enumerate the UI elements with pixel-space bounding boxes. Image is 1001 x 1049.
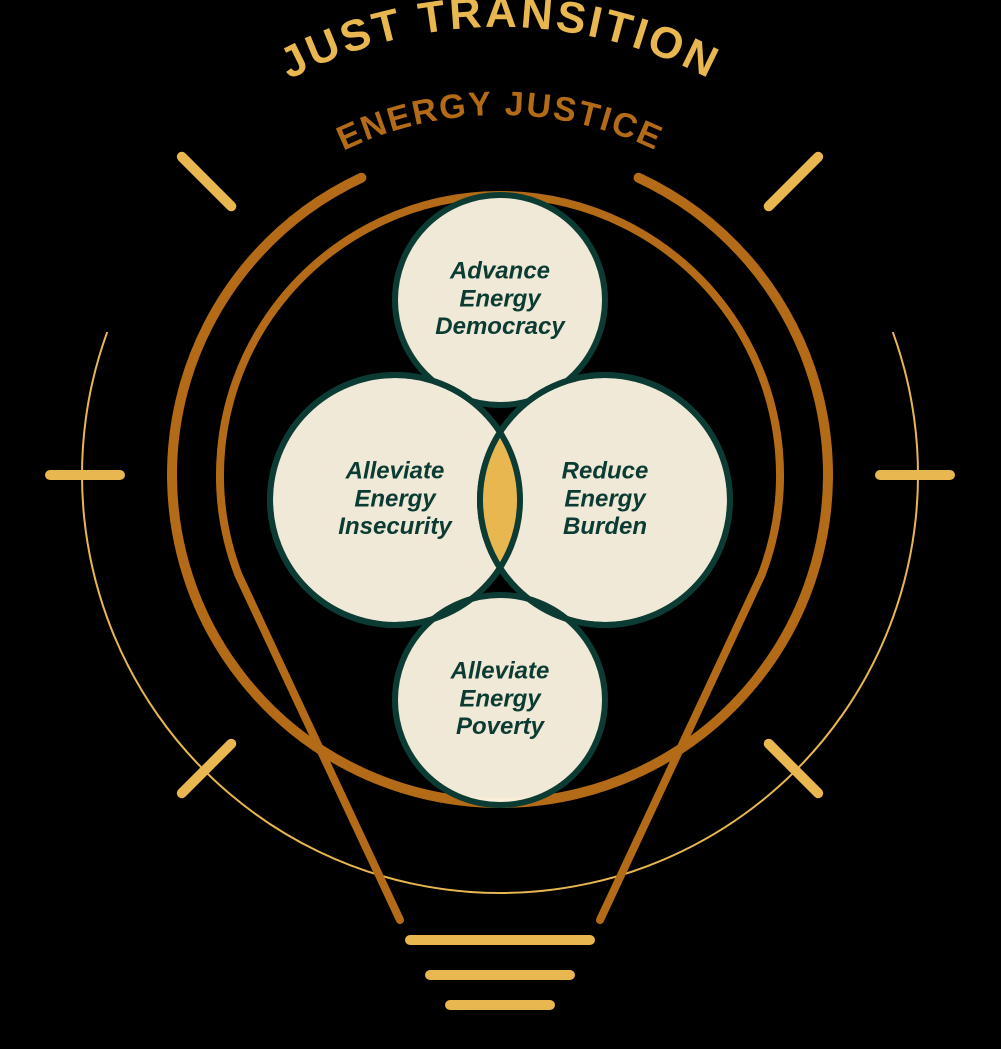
node-top-label-line-1: Advance	[449, 258, 550, 285]
node-top-label-line-2: Energy	[459, 285, 542, 312]
node-bottom-label-line-2: Energy	[459, 685, 542, 712]
node-right-label-line-2: Energy	[564, 485, 647, 512]
node-bottom-label-line-1: Alleviate	[450, 658, 550, 685]
node-left-label-line-3: Insecurity	[338, 513, 453, 540]
node-left-label-line-1: Alleviate	[345, 458, 445, 485]
node-right-label-line-3: Burden	[563, 513, 647, 540]
node-left-label-line-2: Energy	[354, 485, 437, 512]
node-top-label-line-3: Democracy	[435, 313, 566, 340]
node-right-label-line-1: Reduce	[562, 458, 649, 485]
node-bottom-label-line-3: Poverty	[456, 713, 546, 740]
